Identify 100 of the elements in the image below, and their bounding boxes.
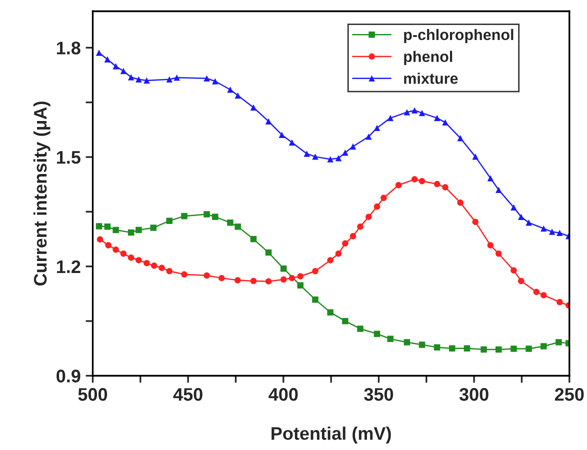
point [464,345,470,352]
point [288,274,296,282]
point [366,214,372,220]
x-tick-label: 450 [173,388,202,401]
point [265,118,272,124]
point [526,346,532,352]
point [434,114,440,122]
y-tick-label: 1.2 [56,260,80,273]
point [533,288,540,296]
point [181,212,188,220]
point [112,246,119,253]
point [442,119,448,126]
point [234,92,241,99]
point [227,220,234,226]
point [540,292,547,298]
x-tick-label: 350 [364,388,394,401]
point [366,134,372,140]
y-tick-label: 1.5 [56,151,80,164]
point [374,203,380,210]
point [265,278,272,284]
point [487,175,494,182]
x-tick-label: 500 [78,388,108,401]
point [404,109,410,116]
point [250,104,257,111]
point [174,74,180,81]
point [404,339,410,346]
point [374,124,380,132]
point [556,230,563,236]
point [120,250,127,257]
point [380,194,387,201]
point [304,150,310,157]
point [518,278,524,284]
point [158,264,165,271]
legend-label: p-chlorophenol [404,28,514,44]
point [150,224,156,231]
point [104,56,111,62]
point [181,271,188,278]
point [487,242,494,248]
point [457,199,464,206]
point [204,272,210,279]
point [218,274,225,282]
point [250,278,257,284]
point [120,68,127,74]
point [136,226,142,234]
point [212,78,218,84]
point [510,204,517,210]
point [327,309,334,316]
point [540,343,547,350]
point [556,339,562,346]
point [96,50,102,56]
point [395,182,402,188]
point [227,86,234,93]
point [136,257,142,264]
point [418,342,426,348]
point [112,226,119,234]
point [105,242,112,248]
point [540,225,547,232]
point [280,276,287,283]
point [280,265,287,272]
point [472,154,479,160]
point [312,154,318,160]
point [96,236,104,243]
point [234,224,241,230]
point [166,268,173,274]
point [496,346,502,353]
point [151,262,158,269]
point [434,180,440,188]
point [297,282,304,288]
point [166,76,173,83]
point [387,336,394,342]
x-axis-title: Potential (mV) [272,426,391,444]
point [278,132,286,138]
point [350,143,356,150]
x-tick-label: 400 [268,388,298,401]
point [526,220,532,226]
point [144,260,150,266]
point [342,318,348,324]
point [312,296,318,303]
legend-label: mixture [404,72,458,84]
point [418,178,426,184]
point [496,186,502,193]
x-tick-label: 250 [554,388,584,401]
point [411,107,418,114]
point [510,267,517,274]
point [357,326,364,332]
point [212,214,218,220]
point [357,224,364,230]
point [128,229,134,236]
point [312,268,318,274]
point [518,214,524,220]
point [204,211,210,218]
point [327,156,334,162]
point [387,114,394,122]
point [265,249,272,256]
point [335,250,342,257]
point [128,74,134,80]
point [250,236,257,242]
point [204,75,210,82]
point [288,139,296,146]
y-tick-label: 0.9 [56,370,80,382]
